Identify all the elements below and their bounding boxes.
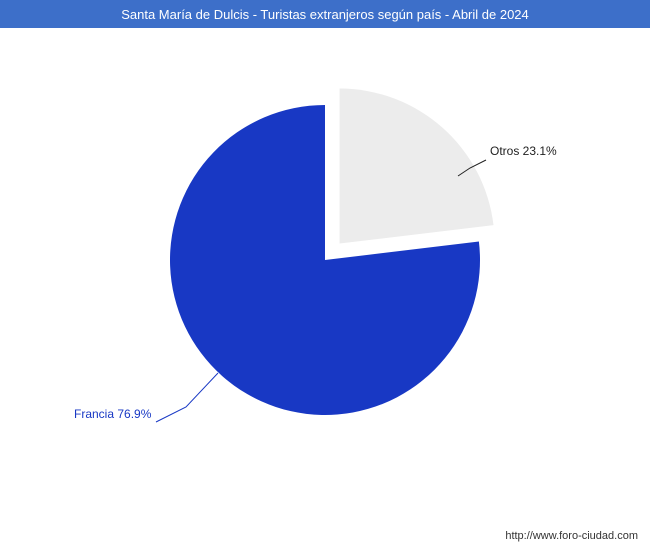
slice-label-francia: Francia 76.9% <box>74 407 152 421</box>
chart-title: Santa María de Dulcis - Turistas extranj… <box>121 7 529 22</box>
leader-line-francia <box>156 373 218 422</box>
pie-chart-area: Otros 23.1% Francia 76.9% <box>0 28 650 518</box>
pie-chart-svg: Otros 23.1% Francia 76.9% <box>0 28 650 518</box>
source-url: http://www.foro-ciudad.com <box>505 530 638 542</box>
chart-title-bar: Santa María de Dulcis - Turistas extranj… <box>0 0 650 28</box>
slice-label-otros: Otros 23.1% <box>490 144 557 158</box>
pie-slice-otros <box>340 89 494 244</box>
